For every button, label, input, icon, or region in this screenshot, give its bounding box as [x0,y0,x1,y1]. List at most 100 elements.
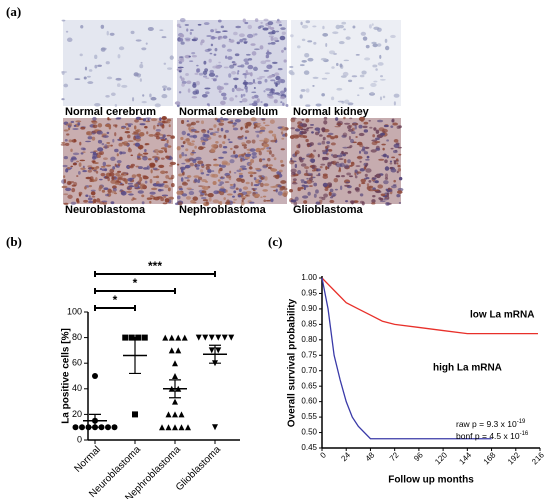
cell-nucleus [153,196,160,201]
cell-nucleus [333,52,337,55]
cell-nucleus [186,28,189,32]
cell-nucleus [218,143,223,148]
cell-nucleus [373,26,380,31]
cell-nucleus [88,69,93,72]
cell-nucleus [341,21,347,25]
cell-nucleus [162,202,168,205]
cell-nucleus [393,139,399,143]
cell-nucleus [352,123,359,126]
cell-nucleus [189,162,194,167]
cell-nucleus [343,116,346,120]
cell-nucleus [240,195,247,199]
cell-nucleus [114,132,117,137]
cell-nucleus [211,170,215,173]
cell-nucleus [350,138,355,144]
cell-nucleus [257,80,262,85]
cell-nucleus [361,181,366,185]
cell-nucleus [272,185,279,188]
cell-nucleus [178,70,182,73]
cell-nucleus [373,127,377,131]
cell-nucleus [158,164,165,168]
cell-nucleus [127,177,133,182]
cell-nucleus [271,168,278,172]
cell-nucleus [260,176,264,180]
cell-nucleus [179,191,183,195]
cell-nucleus [229,159,235,164]
cell-nucleus [228,141,233,144]
cell-nucleus [131,132,139,135]
cell-nucleus [383,197,389,201]
cell-nucleus [304,166,310,169]
cell-nucleus [103,157,108,160]
cell-nucleus [265,54,270,59]
cell-nucleus [102,135,109,138]
cell-nucleus [354,175,358,179]
cell-nucleus [96,152,103,156]
cell-nucleus [204,87,211,90]
cell-nucleus [326,141,331,144]
cell-nucleus [160,157,165,160]
cell-nucleus [342,132,348,137]
cell-nucleus [197,160,204,165]
cell-nucleus [349,117,353,120]
cell-nucleus [334,125,341,128]
cell-nucleus [178,173,183,177]
cell-nucleus [325,42,328,48]
cell-nucleus [251,82,257,85]
cell-nucleus [322,173,328,177]
cell-nucleus [128,185,135,188]
cell-nucleus [387,196,390,200]
cell-nucleus [374,180,379,184]
cell-nucleus [98,178,103,181]
cell-nucleus [365,158,370,161]
cell-nucleus [85,176,92,180]
cell-nucleus [176,163,180,166]
cell-nucleus [116,117,122,120]
cell-nucleus [384,38,388,43]
cell-nucleus [88,167,92,170]
cell-nucleus [165,155,169,159]
cell-nucleus [368,185,374,189]
y-tick-label: 1.00 [301,273,317,282]
cell-nucleus [249,103,252,106]
cell-nucleus [300,131,307,135]
cell-nucleus [283,87,287,92]
data-point [72,424,79,431]
cell-nucleus [179,187,183,191]
cell-nucleus [375,68,378,71]
cell-nucleus [250,117,257,122]
cell-nucleus [134,119,139,123]
cell-nucleus [232,195,235,198]
cell-nucleus [280,159,284,164]
cell-nucleus [234,84,238,89]
cell-nucleus [190,29,194,31]
cell-nucleus [61,19,66,22]
data-point [141,334,148,341]
cell-nucleus [176,23,181,28]
cell-nucleus [210,29,214,33]
cell-nucleus [323,193,328,198]
cell-nucleus [166,134,171,137]
cell-nucleus [300,163,307,167]
cell-nucleus [358,183,361,188]
cell-nucleus [258,175,262,178]
cell-nucleus [141,47,147,51]
cell-nucleus [64,142,70,146]
cell-nucleus [106,76,113,80]
cell-nucleus [285,103,289,107]
cell-nucleus [233,183,236,188]
cell-nucleus [247,151,251,154]
cell-nucleus [336,154,343,158]
y-tick-label: 60 [72,358,82,368]
cell-nucleus [76,175,79,177]
cell-nucleus [364,173,368,177]
cell-nucleus [239,165,247,169]
cell-nucleus [192,134,198,139]
cell-nucleus [198,72,204,76]
cell-nucleus [293,201,298,206]
cell-nucleus [302,135,308,139]
cell-nucleus [145,42,148,45]
cell-nucleus [289,159,295,165]
cell-nucleus [116,160,122,164]
cell-nucleus [251,151,257,156]
